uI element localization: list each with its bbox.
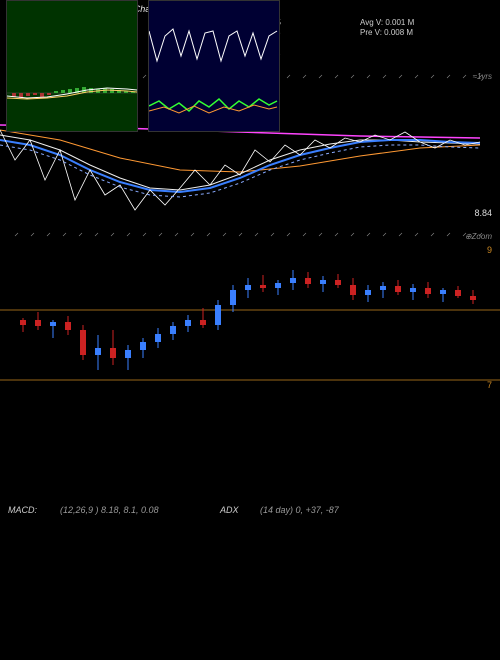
- stat-row: Pre V: 0.008 M: [360, 28, 414, 38]
- y-low-label: 7: [487, 380, 492, 390]
- macd-panel: [6, 0, 138, 132]
- macd-subtitle: (12,26,9 ) 8.18, 8.1, 0.08: [60, 505, 159, 515]
- price-marker: 8.84: [474, 208, 492, 218]
- adx-title: ADX: [220, 505, 239, 515]
- adx-panel: [148, 0, 280, 132]
- adx-subtitle: (14 day) 0, +37, -87: [260, 505, 339, 515]
- volume-stats: Avg V: 0.001 MPre V: 0.008 M: [360, 18, 414, 38]
- candlestick-chart: [0, 230, 500, 400]
- timeframe-label: ≈1yrs: [472, 72, 492, 81]
- macd-title: MACD:: [8, 505, 37, 515]
- y-high-label: 9: [487, 245, 492, 255]
- zoom-label[interactable]: ⊕Zoom: [465, 232, 492, 241]
- stat-row: Avg V: 0.001 M: [360, 18, 414, 28]
